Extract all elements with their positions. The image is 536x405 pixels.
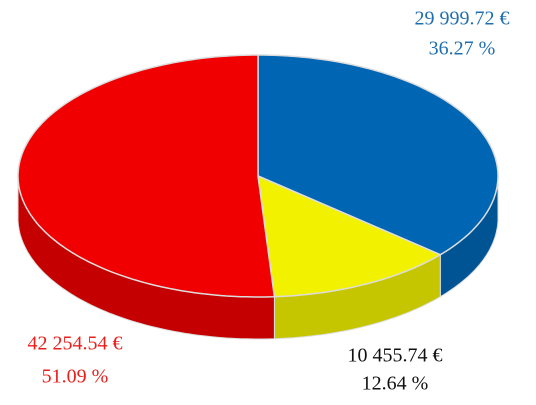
percent-label: 12.64 % xyxy=(362,373,429,395)
slice xyxy=(257,54,499,256)
percent-label: 51.09 % xyxy=(42,366,109,388)
percent-label: 36.27 % xyxy=(429,38,496,60)
value-label: 29 999.72 € xyxy=(415,8,510,30)
slice xyxy=(257,174,442,298)
slice xyxy=(17,54,276,298)
value-label: 42 254.54 € xyxy=(28,333,123,355)
value-label: 10 455.74 € xyxy=(348,345,443,367)
